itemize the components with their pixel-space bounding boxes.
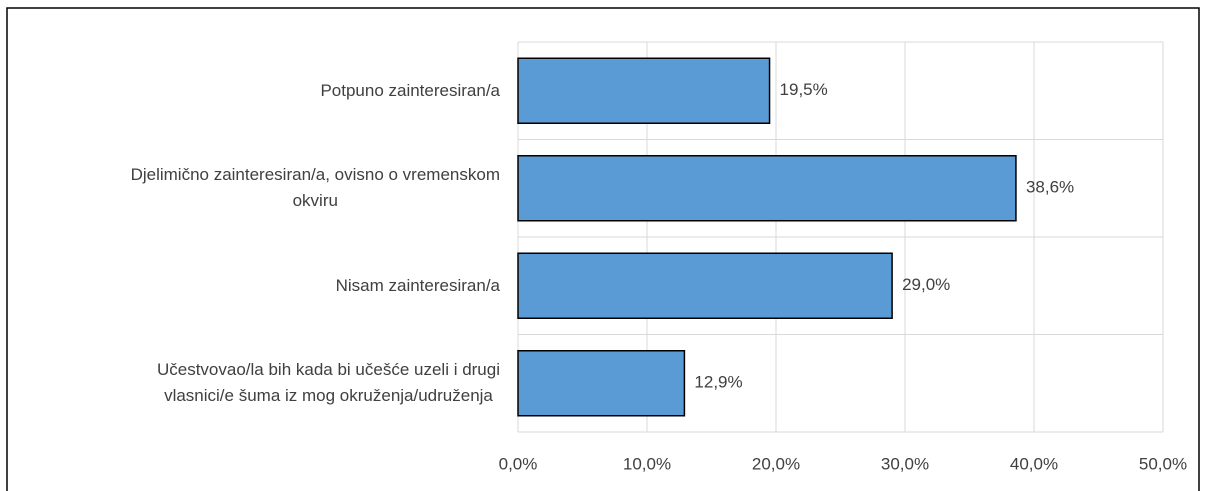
y-tick-label: Djelimično zainteresiran/a, ovisno o vre…: [130, 165, 500, 211]
value-label: 12,9%: [694, 373, 742, 392]
x-tick-label: 20,0%: [752, 454, 800, 473]
bar: [517, 57, 771, 124]
bar: [517, 155, 1017, 222]
x-tick-label: 0,0%: [499, 454, 538, 473]
value-label: 19,5%: [780, 80, 828, 99]
y-tick-label: Učestvovao/la bih kada bi učešće uzeli i…: [156, 360, 500, 406]
value-label: 38,6%: [1026, 178, 1074, 197]
bar: [517, 252, 893, 319]
x-tick-label: 30,0%: [881, 454, 929, 473]
y-tick-label: Nisam zainteresiran/a: [335, 275, 500, 295]
bar: [517, 350, 686, 417]
y-tick-label: Potpuno zainteresiran/a: [320, 80, 500, 100]
chart-border: [6, 7, 1200, 491]
value-label: 29,0%: [902, 275, 950, 294]
x-tick-label: 50,0%: [1139, 454, 1187, 473]
x-tick-label: 10,0%: [623, 454, 671, 473]
x-tick-label: 40,0%: [1010, 454, 1058, 473]
